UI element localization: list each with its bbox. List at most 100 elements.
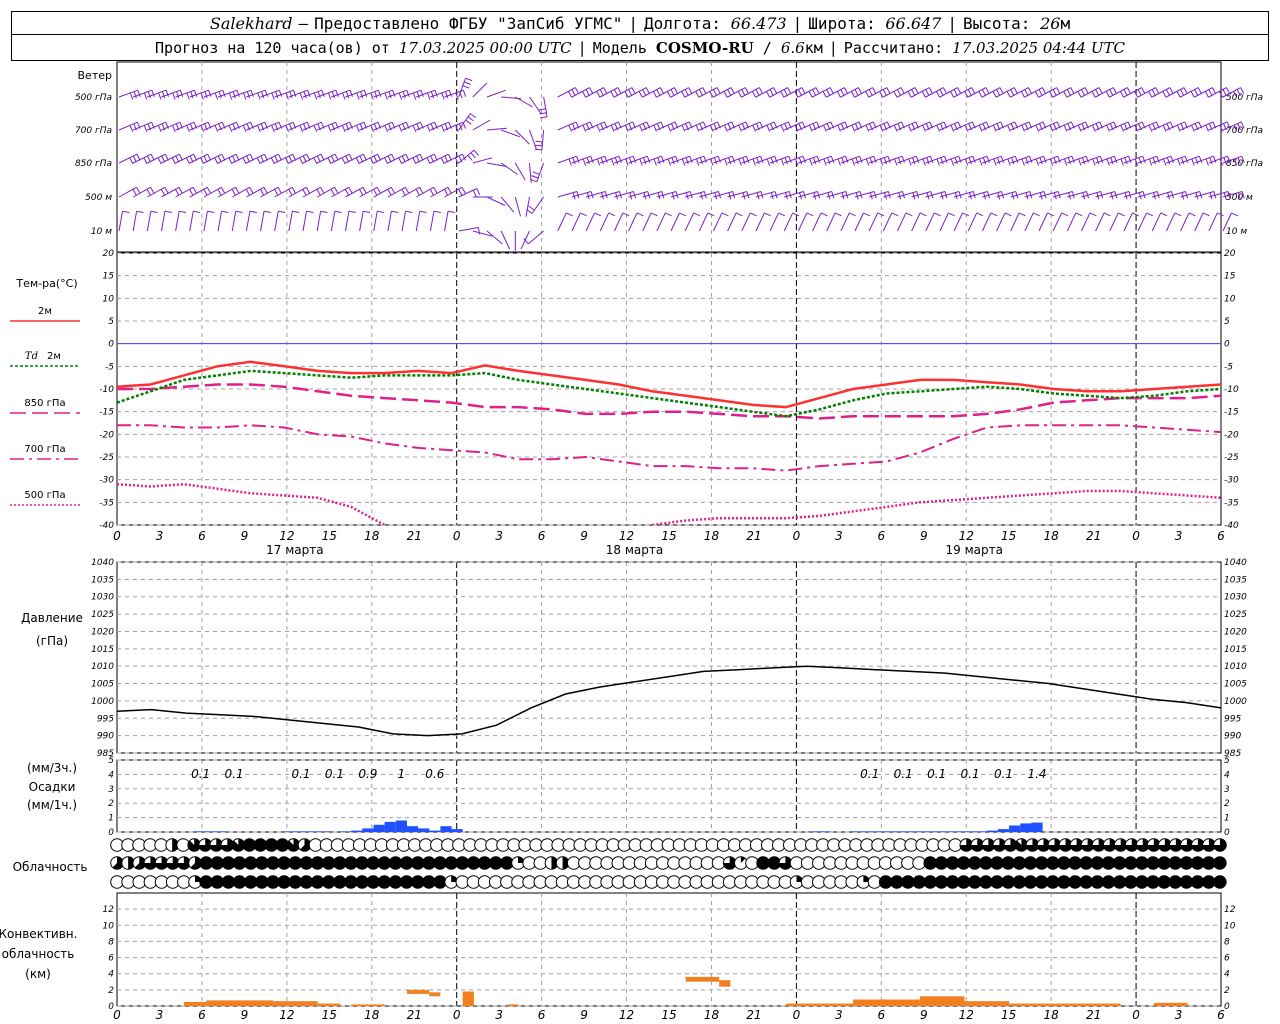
wind-barb-flag: [1202, 212, 1210, 217]
wind-barb-flag: [143, 92, 148, 100]
wind-barb-flag: [1035, 158, 1039, 166]
wind-barb: [1123, 121, 1143, 131]
wind-barb-flag: [723, 91, 728, 98]
wind-barb: [600, 191, 620, 198]
lon-label: Долгота:: [643, 13, 722, 33]
wind-barb-flag: [398, 125, 403, 132]
wind-barb-flag: [596, 158, 601, 166]
convective-bar: [317, 1003, 340, 1006]
wind-barb: [812, 212, 822, 232]
x-tick-label: 15: [1001, 529, 1016, 543]
wind-barb-flag: [671, 157, 675, 165]
wind-barb: [585, 121, 605, 131]
wind-barb: [373, 121, 393, 131]
wind-barb: [1095, 87, 1114, 98]
wind-barb-flag: [271, 125, 275, 132]
cloud-fill: [166, 856, 179, 870]
cloud-fill: [1091, 875, 1104, 889]
wind-barb: [359, 153, 378, 164]
wind-barb-flag: [1195, 157, 1199, 165]
cloud-symbol: [1080, 838, 1095, 852]
wind-barb-flag: [855, 157, 859, 165]
wind-barb-flag: [574, 87, 580, 95]
precip-bar: [317, 831, 329, 832]
cloud-fill: [1102, 875, 1115, 889]
wind-barb-flag: [455, 125, 459, 132]
wind-barb-flag: [1053, 157, 1057, 165]
cloud-fill: [1135, 875, 1149, 889]
wind-barb-flag: [330, 188, 335, 196]
wind-barb-flag: [764, 212, 771, 217]
cloud-fill: [144, 856, 157, 870]
wind-barb-flag: [942, 87, 948, 95]
wind-barb-flag: [235, 210, 243, 213]
precip-tick-left: 3: [108, 785, 114, 795]
wind-barb-flag: [416, 91, 420, 99]
wind-barb: [826, 155, 846, 164]
wind-barb-flag: [1240, 121, 1245, 129]
wind-barb: [203, 121, 223, 131]
wind-barb: [175, 153, 194, 164]
wind-barb-flag: [986, 156, 990, 163]
temperature-series: [117, 360, 1221, 525]
wind-barb-flag: [214, 157, 219, 165]
wind-barb-flag: [611, 158, 615, 166]
wind-barb: [401, 186, 420, 198]
wind-barb-flag: [730, 87, 735, 95]
x-tick-label-bottom: 6: [877, 1008, 885, 1022]
wind-barb-flag: [679, 212, 687, 217]
wind-barb-flag: [208, 90, 212, 97]
cloud-fill: [1024, 875, 1037, 889]
cloud-fill: [1013, 856, 1026, 870]
x-tick-label-bottom: 18: [364, 1008, 380, 1022]
wind-barb: [429, 211, 435, 232]
cloud-fill: [1191, 875, 1204, 889]
temp-tick-right: -40: [1224, 521, 1239, 531]
wind-barb: [331, 186, 350, 198]
wind-barb: [812, 121, 832, 131]
wind-barb-flag: [132, 188, 137, 196]
wind-barb-flag: [387, 188, 392, 196]
wind-barb: [1067, 121, 1086, 131]
wind-barb: [274, 211, 279, 232]
pressure-tick-right: 1005: [1224, 680, 1247, 690]
x-tick-label-bottom: 15: [661, 1008, 676, 1022]
wind-barb-flag: [348, 187, 353, 194]
wind-barb-flag: [313, 125, 318, 132]
wind-barb: [401, 121, 421, 131]
wind-barb-flag: [865, 124, 870, 132]
wind-barb-flag: [179, 210, 187, 213]
wind-barb: [288, 121, 308, 131]
wind-barb: [486, 230, 503, 245]
wind-barb-flag: [275, 91, 279, 99]
wind-barb: [897, 87, 916, 98]
cloud-fill: [756, 856, 770, 870]
cloud-symbol: [555, 856, 570, 870]
wind-barb: [302, 186, 321, 198]
wind-barb-flag: [999, 87, 1004, 95]
lon-value: 66.473: [730, 13, 787, 33]
cloud-symbol: [355, 875, 369, 889]
precip-3h-label: 0.6: [425, 767, 444, 781]
cloud-fill: [1026, 838, 1039, 852]
wind-barb-flag: [787, 87, 792, 95]
precip-tick-right: 5: [1224, 756, 1230, 766]
wind-barb: [330, 211, 336, 232]
cloud-fill: [1113, 856, 1126, 870]
wind-barb-flag: [829, 87, 834, 95]
pressure-unit: (гПа): [36, 634, 68, 648]
wind-barb-flag: [710, 158, 714, 166]
wind-barb: [670, 121, 690, 131]
x-tick-label: 12: [959, 529, 974, 543]
wind-barb-flag: [402, 91, 406, 99]
wind-barb-flag: [151, 90, 155, 97]
wind-barb-flag: [887, 156, 891, 163]
header-line-1: Salekhard – Предоставлено ФГБУ "ЗапСиб У…: [11, 11, 1269, 35]
wind-barb-flag: [164, 210, 172, 213]
wind-barb: [232, 121, 251, 131]
precip-tick-right: 2: [1224, 799, 1230, 809]
wind-barb-flag: [193, 90, 198, 97]
wind-barb-flag: [724, 158, 728, 166]
pressure-tick-right: 1020: [1224, 627, 1247, 637]
wind-barb: [189, 211, 194, 232]
